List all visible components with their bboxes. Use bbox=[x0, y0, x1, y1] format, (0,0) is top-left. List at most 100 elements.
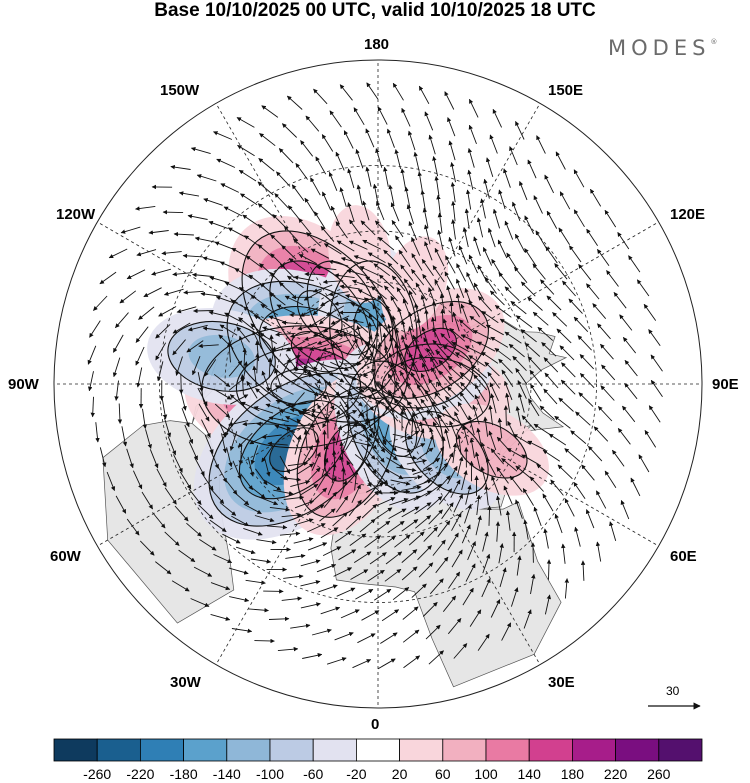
colorbar-label-12: 220 bbox=[603, 766, 628, 782]
wind-vector-531 bbox=[387, 520, 405, 534]
wind-vector-661 bbox=[413, 490, 432, 501]
wind-vector-1022 bbox=[390, 362, 401, 382]
wind-vector-523 bbox=[283, 495, 305, 500]
wind-vector-395 bbox=[417, 545, 432, 561]
wind-vector-309 bbox=[210, 488, 225, 504]
wind-vector-895 bbox=[334, 325, 354, 334]
wind-vector-158 bbox=[135, 346, 145, 366]
wind-vector-660 bbox=[401, 495, 421, 504]
wind-vector-930 bbox=[372, 304, 385, 322]
wind-vector-489 bbox=[473, 236, 481, 256]
wind-vector-760 bbox=[274, 368, 282, 389]
wind-vector-931 bbox=[368, 313, 379, 332]
wind-vector-868 bbox=[354, 454, 372, 468]
wind-vector-955 bbox=[420, 372, 431, 392]
meridian-150 bbox=[377, 103, 541, 385]
wind-vector-335 bbox=[548, 433, 567, 446]
wind-vector-685 bbox=[411, 253, 423, 271]
wind-vector-975 bbox=[359, 421, 373, 438]
wind-vector-893 bbox=[357, 308, 375, 322]
wind-vector-368 bbox=[209, 276, 230, 284]
wind-vector-377 bbox=[200, 419, 211, 438]
wind-vector-779 bbox=[441, 436, 446, 457]
wind-vector-293 bbox=[227, 227, 247, 238]
wind-vector-853 bbox=[313, 326, 332, 337]
wind-vector-941 bbox=[324, 401, 329, 422]
wind-vector-731 bbox=[474, 384, 486, 402]
wind-vector-92 bbox=[132, 470, 143, 490]
wind-vector-197 bbox=[600, 343, 614, 360]
wind-vector-478 bbox=[530, 383, 542, 402]
wind-vector-54 bbox=[648, 329, 661, 347]
wind-vector-924 bbox=[423, 337, 435, 356]
wind-vector-618 bbox=[473, 282, 485, 301]
meridian-120 bbox=[377, 221, 659, 385]
wind-vector-73 bbox=[305, 115, 320, 132]
colorbar-label-5: -60 bbox=[303, 766, 324, 782]
wind-vector-248 bbox=[373, 588, 392, 601]
wind-vector-77 bbox=[216, 158, 236, 168]
wind-vector-310 bbox=[220, 502, 237, 516]
registered-mark: ® bbox=[710, 38, 718, 46]
wind-vector-461 bbox=[364, 535, 382, 548]
wind-vector-456 bbox=[293, 518, 314, 526]
wind-vector-460 bbox=[349, 533, 367, 546]
wind-vector-304 bbox=[181, 407, 190, 428]
wind-vector-152 bbox=[173, 231, 194, 237]
wind-vector-798 bbox=[378, 274, 395, 289]
wind-vector-479 bbox=[529, 369, 543, 387]
wind-vector-143 bbox=[343, 130, 354, 149]
wind-vector-797 bbox=[391, 275, 406, 292]
wind-vector-622 bbox=[434, 247, 445, 267]
wind-vector-469 bbox=[476, 494, 481, 516]
wind-vector-537 bbox=[465, 484, 472, 505]
wind-vector-467 bbox=[451, 512, 462, 531]
wind-vector-490 bbox=[462, 227, 469, 248]
wind-vector-41 bbox=[523, 609, 532, 629]
wind-vector-156 bbox=[138, 306, 155, 320]
wind-vector-71 bbox=[353, 107, 365, 126]
wind-vector-388 bbox=[307, 542, 328, 551]
wind-vector-452 bbox=[249, 485, 266, 499]
wind-vector-875 bbox=[419, 421, 426, 442]
meridian-300 bbox=[97, 383, 379, 547]
wind-vector-492 bbox=[437, 212, 443, 233]
wind-vector-266 bbox=[579, 373, 595, 389]
wind-vector-22 bbox=[115, 495, 127, 514]
lon-label-120w: 120W bbox=[56, 206, 96, 223]
wind-vector-503 bbox=[281, 245, 297, 260]
wind-vector-403 bbox=[509, 475, 523, 493]
wind-vector-677 bbox=[472, 329, 492, 340]
wind-vector-298 bbox=[176, 306, 197, 314]
wind-vector-225 bbox=[163, 288, 184, 296]
wind-vector-984 bbox=[411, 361, 421, 381]
wind-vector-605 bbox=[480, 442, 490, 462]
wind-vector-897 bbox=[316, 336, 337, 345]
wind-vector-739 bbox=[455, 293, 462, 314]
wind-vector-382 bbox=[233, 491, 250, 506]
wind-vector-926 bbox=[416, 318, 422, 339]
wind-vector-528 bbox=[345, 515, 362, 530]
wind-vector-234 bbox=[173, 454, 183, 473]
wind-vector-443 bbox=[204, 359, 217, 377]
anomaly-neg-beaufort-contour-80 bbox=[329, 260, 418, 399]
wind-vector-750 bbox=[320, 295, 339, 307]
wind-vector-229 bbox=[156, 361, 164, 382]
wind-vector-784 bbox=[459, 391, 473, 409]
wind-vector-357 bbox=[372, 183, 379, 204]
wind-vector-153 bbox=[161, 250, 182, 256]
wind-vector-53 bbox=[650, 354, 663, 372]
wind-vector-119 bbox=[604, 470, 617, 489]
wind-vector-30 bbox=[254, 638, 275, 644]
wind-vector-662 bbox=[425, 483, 442, 497]
wind-vector-923 bbox=[426, 347, 439, 365]
wind-vector-642 bbox=[255, 352, 260, 374]
wind-vector-474 bbox=[506, 447, 525, 459]
wind-vector-97 bbox=[193, 566, 213, 577]
colorbar-label-10: 140 bbox=[517, 766, 541, 782]
wind-vector-669 bbox=[483, 416, 489, 437]
wind-vector-500 bbox=[320, 226, 335, 242]
wind-vector-134 bbox=[527, 159, 537, 179]
wind-vector-177 bbox=[361, 610, 380, 621]
wind-vector-628 bbox=[353, 255, 374, 263]
